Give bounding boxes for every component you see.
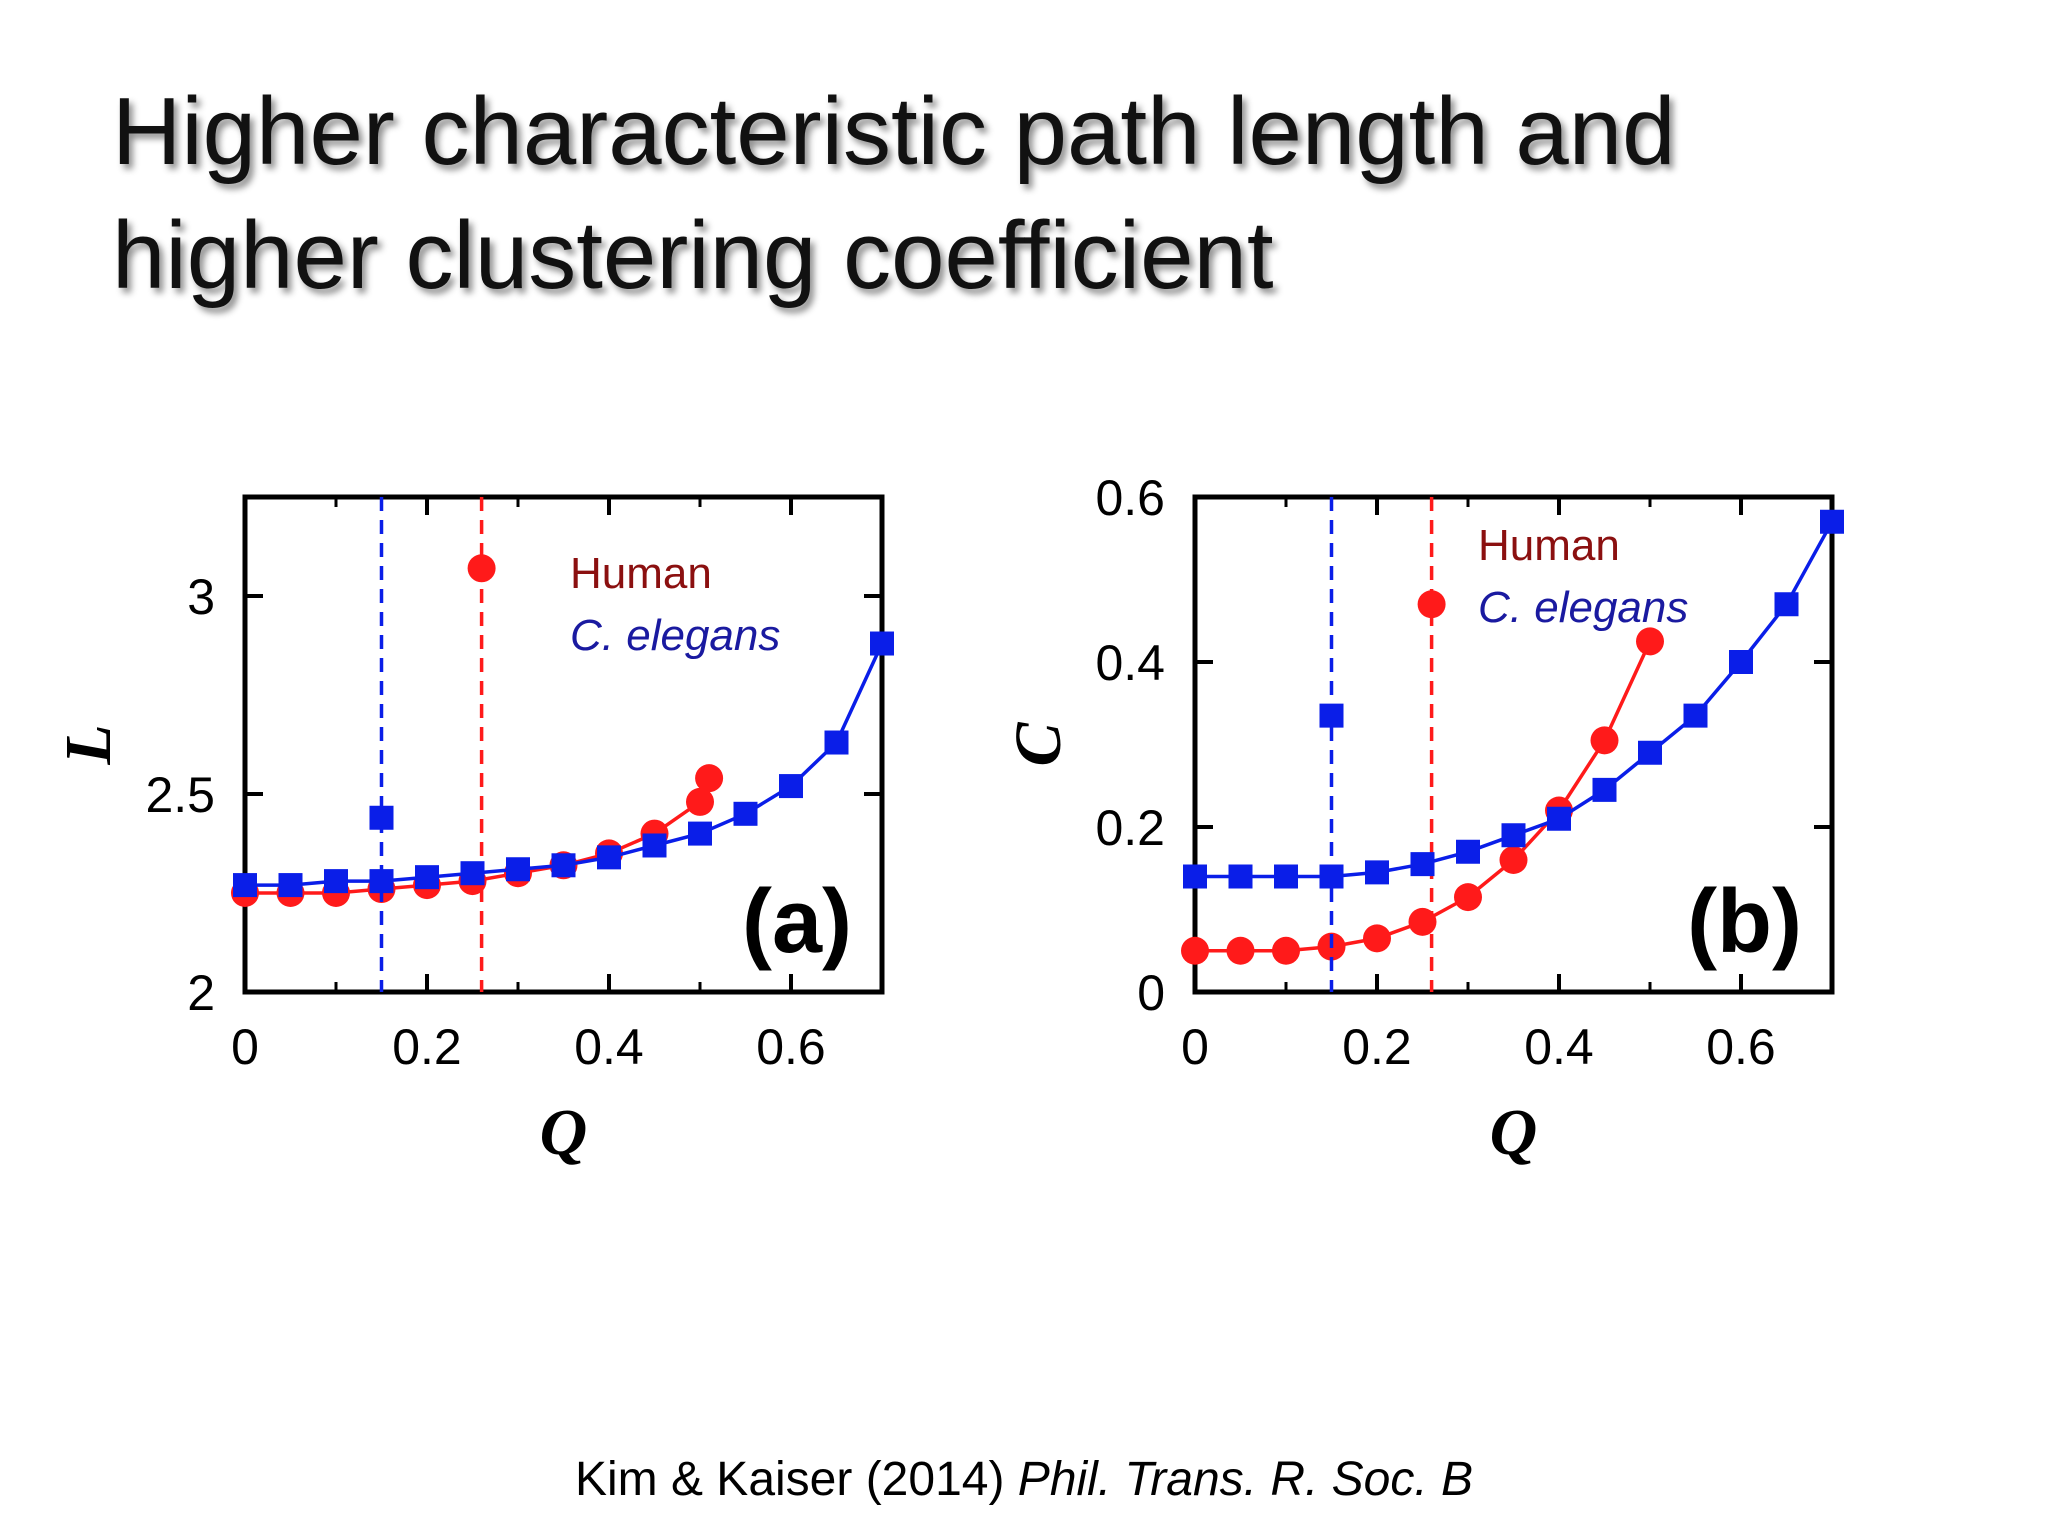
panel-b-xtick-label: 0.4 — [1524, 1019, 1594, 1075]
panel-b-legend-human: Human — [1478, 521, 1620, 570]
title-line-1: Higher characteristic path length and — [112, 78, 1676, 185]
panel-a-point-c-elegans — [688, 821, 712, 846]
panel-a-x-axis-label: Q — [540, 1096, 588, 1169]
citation: Kim & Kaiser (2014) Phil. Trans. R. Soc.… — [0, 1452, 2048, 1507]
panel-b-line-human — [1195, 640, 1652, 953]
panel-b-point-human — [1272, 936, 1300, 965]
panel-b-isolated-point-human — [1417, 590, 1446, 619]
panel-b-point-c-elegans — [1183, 864, 1207, 889]
panel-a-legend-human: Human — [570, 549, 712, 598]
panel-a-isolated-point-human — [467, 554, 496, 583]
panel-b-point-human — [1408, 907, 1437, 936]
panel-a-point-c-elegans — [233, 873, 257, 898]
panel-b-point-c-elegans — [1410, 852, 1435, 877]
panel-b-point-c-elegans — [1274, 864, 1298, 889]
panel-a-xtick-label: 0.6 — [756, 1019, 826, 1075]
panel-b-legend-c-elegans: C. elegans — [1478, 583, 1688, 632]
citation-journal: Phil. Trans. R. Soc. B — [1017, 1453, 1474, 1506]
panel-b-xtick-label: 0.2 — [1342, 1019, 1412, 1075]
panel-b-series-c-elegans — [1183, 497, 1844, 992]
panel-a-point-c-elegans — [324, 869, 348, 894]
panel-a-point-c-elegans — [460, 861, 485, 886]
panel-b-point-human — [1636, 627, 1664, 656]
panel-b-label: (b) — [1687, 872, 1802, 972]
panel-b-isolated-point-c-elegans — [1319, 703, 1344, 728]
panel-b: 0 0.2 0.4 0.6 0 0.2 0.4 0.6 Q C Human C. elegans (b) — [1002, 470, 1844, 1169]
panel-b-point-c-elegans — [1228, 864, 1253, 889]
slide-title: Higher characteristic path length and hi… — [112, 70, 1962, 318]
panel-b-point-c-elegans — [1501, 823, 1526, 848]
panel-b-frame — [1192, 494, 1835, 995]
panel-a-point-c-elegans — [597, 845, 621, 870]
panel-b-series-human — [1181, 497, 1664, 992]
panel-a-point-c-elegans — [506, 857, 530, 882]
panel-b-point-c-elegans — [1319, 864, 1344, 889]
panel-b-ytick-label: 0.4 — [1095, 635, 1165, 691]
panel-a-xtick-label: 0 — [231, 1019, 259, 1075]
panel-a-ytick-label: 3 — [187, 569, 215, 625]
panel-b-point-c-elegans — [1638, 740, 1662, 765]
panel-a-point-c-elegans — [278, 873, 303, 898]
panel-a-point-human — [695, 764, 724, 793]
panel-a-point-c-elegans — [415, 865, 439, 890]
panel-a-line-c-elegans — [245, 642, 884, 887]
citation-authors: Kim & Kaiser (2014) — [574, 1453, 1005, 1506]
panel-b-point-c-elegans — [1729, 650, 1753, 674]
panel-b-point-human — [1226, 936, 1255, 965]
panel-b-point-human — [1499, 846, 1528, 874]
panel-b-point-human — [1454, 883, 1482, 912]
panel-a-xtick-label: 0.2 — [392, 1019, 462, 1075]
panel-b-point-c-elegans — [1592, 777, 1617, 802]
title-line-2: higher clustering coefficient — [112, 202, 1274, 309]
panel-b-point-c-elegans — [1365, 860, 1389, 885]
panel-a-point-c-elegans — [779, 774, 803, 799]
panel-a-series-c-elegans — [233, 497, 894, 992]
panel-b-point-human — [1181, 936, 1209, 965]
panel-a-y-axis-label: L — [52, 724, 125, 765]
panel-b-ytick-label: 0.2 — [1095, 800, 1165, 856]
panel-b-xtick-label: 0 — [1181, 1019, 1209, 1075]
panel-a-point-c-elegans — [870, 631, 894, 656]
panel-a-legend-c-elegans: C. elegans — [570, 611, 780, 660]
panel-a-ytick-label: 2 — [187, 965, 215, 1021]
panel-b-xtick-label: 0.6 — [1706, 1019, 1776, 1075]
panel-b-point-c-elegans — [1774, 592, 1799, 617]
panel-a-point-c-elegans — [369, 869, 394, 894]
panel-a-point-c-elegans — [642, 833, 667, 858]
panel-a-point-c-elegans — [733, 801, 758, 826]
panel-b-ytick-label: 0.6 — [1095, 470, 1165, 526]
panel-b-point-human — [1363, 924, 1391, 953]
panel-a-ytick-label: 2.5 — [145, 767, 215, 823]
panel-a-isolated-point-c-elegans — [369, 805, 394, 830]
panel-a-label: (a) — [742, 872, 852, 972]
panel-b-point-c-elegans — [1547, 806, 1571, 831]
panel-b-point-human — [1590, 726, 1619, 755]
panel-b-x-axis-label: Q — [1490, 1096, 1538, 1169]
panel-a-frame — [242, 494, 885, 995]
panel-a-xtick-label: 0.4 — [574, 1019, 644, 1075]
panel-b-point-c-elegans — [1820, 509, 1844, 534]
panel-a-point-human — [686, 787, 714, 816]
panel-a-point-c-elegans — [551, 853, 576, 878]
panel-b-point-c-elegans — [1683, 703, 1708, 728]
panel-a-point-c-elegans — [824, 730, 849, 755]
panel-b-ytick-label: 0 — [1137, 965, 1165, 1021]
panel-b-y-axis-label: C — [1002, 722, 1075, 767]
panel-b-point-c-elegans — [1456, 839, 1480, 864]
panel-a: 0 0.2 0.4 0.6 2 2.5 3 Q L Human C. elegans (a) — [52, 494, 894, 1169]
